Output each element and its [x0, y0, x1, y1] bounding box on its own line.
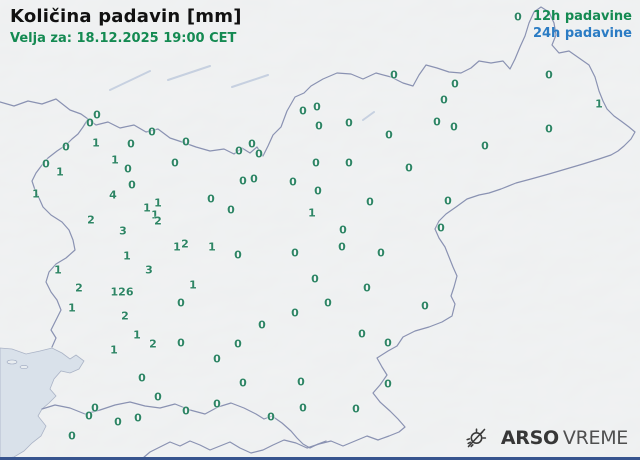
layer-legend: 12h padavine 24h padavine	[533, 8, 632, 42]
lagoon-islands	[6, 359, 29, 369]
arso-vreme-wordmark: ARSO VREME	[501, 427, 628, 449]
bottom-accent-bar	[0, 457, 640, 460]
valid-time-label: Velja za: 18.12.2025 19:00 CET	[10, 30, 237, 46]
page-title: Količina padavin [mm]	[10, 6, 242, 27]
river-lines	[109, 65, 375, 121]
adriatic-sea	[0, 347, 85, 460]
sun-weather-icon	[466, 428, 487, 448]
legend-item-24h-padavine[interactable]: 24h padavine	[532, 26, 632, 41]
arso-vreme-logo[interactable]: ARSO VREME	[463, 425, 628, 451]
legend-item-12h-padavine[interactable]: 12h padavine	[532, 9, 632, 24]
country-borders	[0, 6, 636, 459]
vreme-label: VREME	[562, 427, 628, 449]
map-header: Količina padavin [mm] Velja za: 18.12.20…	[10, 6, 242, 47]
arso-label: ARSO	[500, 427, 559, 449]
